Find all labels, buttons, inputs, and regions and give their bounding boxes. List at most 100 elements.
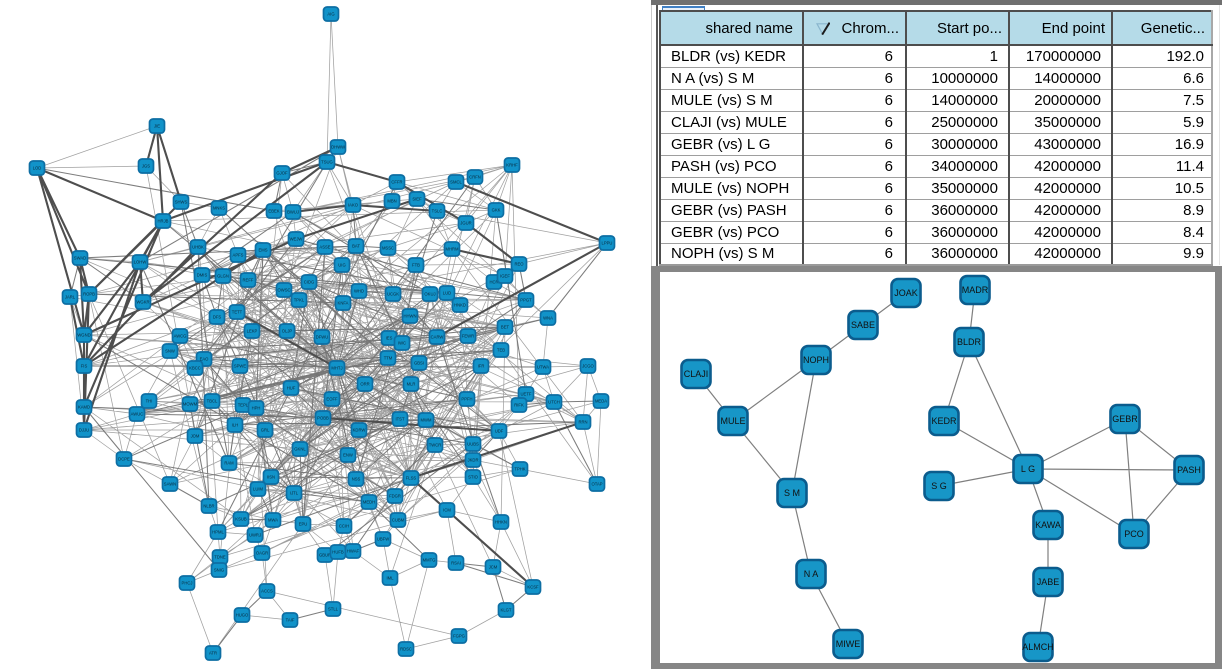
svg-text:TTM: TTM [384,356,393,361]
svg-text:GBSI: GBSI [414,361,424,366]
svg-text:SNW: SNW [165,349,175,354]
svg-text:KDRW: KDRW [353,428,366,433]
svg-text:TDNE: TDNE [214,555,226,560]
svg-text:HRJB: HRJB [158,219,169,224]
svg-text:SAWN: SAWN [164,482,176,487]
svg-text:FGPG: FGPG [453,634,465,639]
svg-text:HUGO: HUGO [236,613,249,618]
svg-text:HWAF: HWAF [347,549,360,554]
svg-text:FEWR: FEWR [462,334,474,339]
svg-text:GEBR: GEBR [1112,414,1138,424]
svg-text:OKUJ: OKUJ [424,292,435,297]
svg-text:MLR: MLR [407,382,416,387]
svg-text:FTB: FTB [412,263,420,268]
svg-text:REO: REO [514,262,524,267]
svg-text:UHBK: UHBK [192,245,204,250]
svg-text:IML: IML [387,576,395,581]
svg-text:S G: S G [931,481,947,491]
svg-text:IJTL: IJTL [290,491,299,496]
svg-text:MHTJ: MHTJ [331,366,342,371]
svg-text:JCGO: JCGO [582,364,594,369]
svg-text:HUFB: HUFB [332,550,344,555]
svg-text:EOFF: EOFF [326,397,338,402]
svg-text:N A: N A [804,569,819,579]
svg-text:L G: L G [1021,464,1035,474]
svg-text:STLL: STLL [328,607,339,612]
svg-text:ALMCH: ALMCH [1022,642,1054,652]
svg-text:HPML: HPML [212,530,224,535]
svg-text:UBFW: UBFW [377,537,389,542]
svg-text:AWUC: AWUC [131,412,144,417]
svg-text:DCPE: DCPE [118,457,130,462]
svg-text:MEDA: MEDA [595,399,607,404]
svg-text:TAIF: TAIF [286,618,295,623]
svg-text:JCM: JCM [489,565,498,570]
svg-text:TSLC: TSLC [432,209,443,214]
svg-text:IFR: IFR [478,364,485,369]
svg-text:FIS: FIS [81,364,88,369]
svg-text:STIO: STIO [468,475,479,480]
svg-text:TSUG: TSUG [321,160,333,165]
svg-text:ITST: ITST [395,417,405,422]
svg-text:MWA: MWA [268,518,278,523]
svg-text:NLBR: NLBR [203,504,214,509]
svg-text:HPH: HPH [252,406,261,411]
svg-text:TPHK: TPHK [514,467,525,472]
svg-text:NOPH: NOPH [803,355,829,365]
svg-text:KAWA: KAWA [1035,520,1061,530]
svg-text:BET: BET [501,325,510,330]
svg-text:UUBS: UUBS [467,442,479,447]
svg-text:ASSE: ASSE [319,245,330,250]
svg-text:EPU: EPU [299,522,308,527]
svg-text:GRL: GRL [261,428,270,433]
svg-text:LOHW: LOHW [134,260,147,265]
svg-text:EAO: EAO [200,357,210,362]
svg-text:POBB: POBB [317,416,329,421]
svg-text:KRHF: KRHF [506,163,518,168]
svg-text:UIG: UIG [338,263,345,268]
svg-text:OAGR: OAGR [256,551,268,556]
svg-text:GLGN: GLGN [217,274,229,279]
svg-text:JGUR: JGUR [460,221,471,226]
svg-text:MSSC: MSSC [382,246,394,251]
svg-text:SHWS: SHWS [175,200,188,205]
svg-text:DJJU: DJJU [79,428,89,433]
svg-text:SNIG: SNIG [214,568,224,573]
svg-text:SPWE: SPWE [234,364,247,369]
svg-text:SMCL: SMCL [450,180,462,185]
svg-text:JARL: JARL [65,295,76,300]
svg-text:ROPB: ROPB [83,292,95,297]
svg-text:TEB: TEB [497,348,505,353]
svg-text:UWRJ: UWRJ [249,533,261,538]
svg-text:KCSF: KCSF [527,585,539,590]
svg-text:UCGK: UCGK [387,292,399,297]
svg-text:CUBM: CUBM [392,518,405,523]
svg-text:RAM: RAM [224,461,234,466]
svg-text:ENW: ENW [343,453,353,458]
svg-text:PPFH: PPFH [461,397,472,402]
svg-text:IISN: IISN [267,475,275,480]
svg-text:LPPU: LPPU [602,241,613,246]
svg-text:PCO: PCO [1124,529,1144,539]
svg-text:RRN: RRN [578,420,587,425]
svg-text:BWUJ: BWUJ [287,210,299,215]
svg-text:MWM: MWM [421,418,432,423]
svg-text:MULE: MULE [720,416,745,426]
svg-text:JABE: JABE [1037,577,1060,587]
svg-text:NSS: NSS [352,477,361,482]
svg-text:JIE: JIE [154,124,160,129]
svg-text:LUIM: LUIM [253,487,264,492]
svg-text:BAT: BAT [352,244,360,249]
svg-text:SIEF: SIEF [412,197,422,202]
svg-text:MMTG: MMTG [423,558,436,563]
svg-text:CARW: CARW [431,335,444,340]
svg-text:WGND: WGND [77,333,90,338]
svg-text:MBN: MBN [387,199,396,204]
svg-text:HCR: HCR [489,280,498,285]
svg-text:JOM: JOM [191,434,200,439]
svg-text:CIDG: CIDG [304,280,314,285]
svg-text:WNA: WNA [543,316,553,321]
svg-text:WEJW: WEJW [290,237,303,242]
svg-text:CRFN: CRFN [469,175,481,180]
svg-text:MIWE: MIWE [836,639,861,649]
